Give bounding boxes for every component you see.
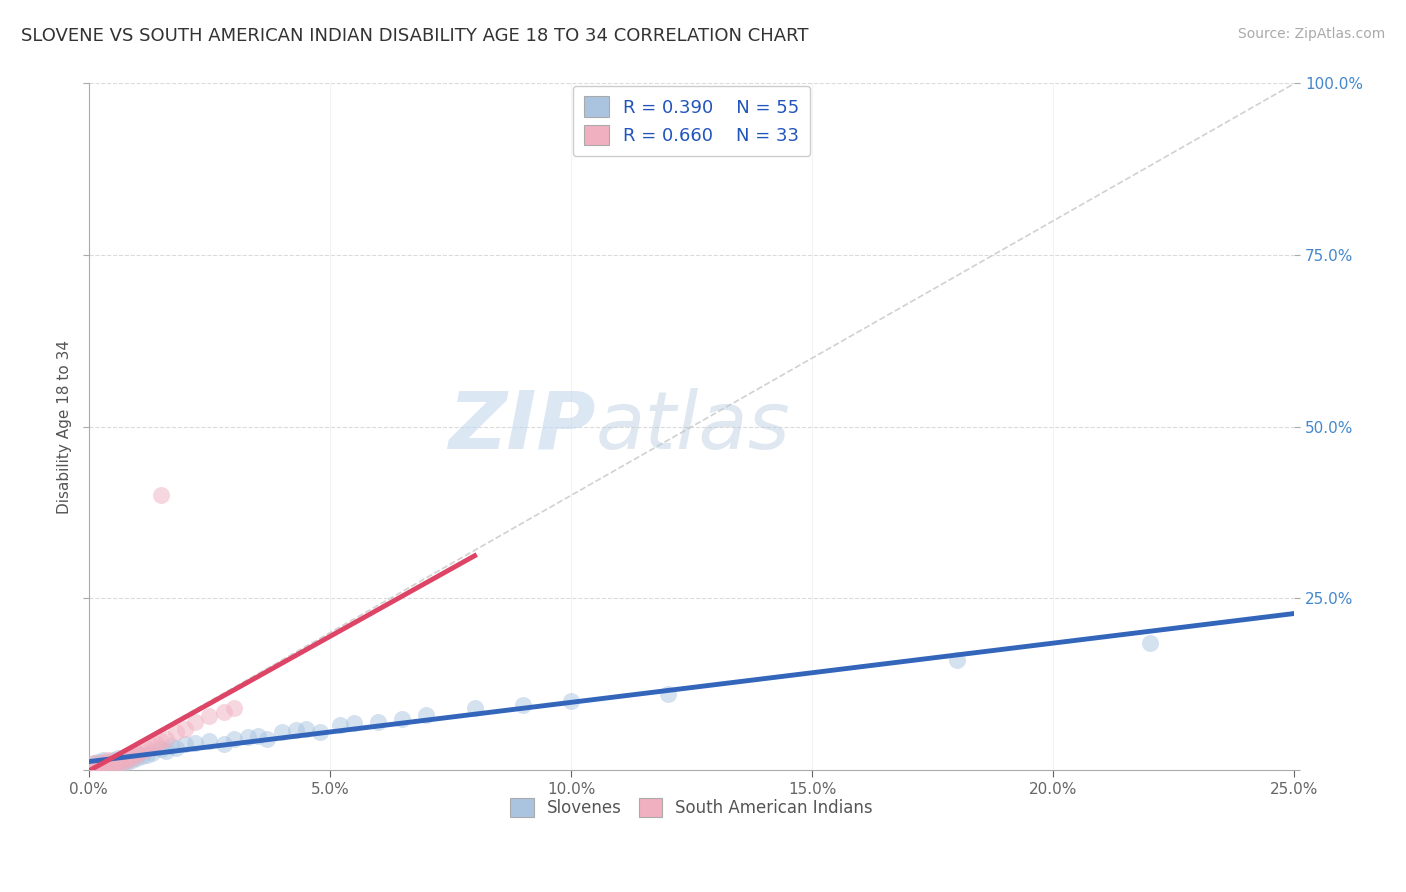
Point: [117, 755, 139, 769]
Point: [464, 701, 486, 715]
Point: [367, 714, 389, 729]
Point: [101, 756, 124, 771]
Point: [111, 756, 134, 771]
Point: [91, 758, 114, 772]
Point: [184, 714, 207, 729]
Point: [512, 698, 534, 712]
Point: [155, 732, 177, 747]
Point: [97, 757, 120, 772]
Point: [87, 761, 110, 775]
Point: [131, 749, 153, 764]
Y-axis label: Disability Age 18 to 34: Disability Age 18 to 34: [58, 340, 72, 514]
Point: [121, 750, 143, 764]
Point: [343, 716, 366, 731]
Point: [256, 732, 278, 747]
Point: [150, 734, 173, 748]
Point: [174, 737, 197, 751]
Point: [117, 753, 139, 767]
Point: [83, 759, 105, 773]
Point: [83, 756, 105, 771]
Point: [125, 746, 148, 760]
Point: [309, 725, 332, 739]
Point: [145, 737, 167, 751]
Point: [222, 701, 245, 715]
Point: [415, 708, 437, 723]
Point: [155, 744, 177, 758]
Point: [107, 753, 129, 767]
Point: [97, 756, 120, 771]
Point: [101, 758, 124, 772]
Point: [270, 725, 292, 739]
Point: [165, 725, 187, 739]
Point: [97, 755, 120, 769]
Point: [101, 753, 124, 767]
Point: [198, 734, 221, 748]
Point: [174, 722, 197, 736]
Point: [125, 747, 148, 762]
Point: [125, 746, 148, 760]
Point: [159, 739, 181, 753]
Point: [101, 759, 124, 773]
Point: [83, 756, 105, 771]
Point: [212, 737, 235, 751]
Text: SLOVENE VS SOUTH AMERICAN INDIAN DISABILITY AGE 18 TO 34 CORRELATION CHART: SLOVENE VS SOUTH AMERICAN INDIAN DISABIL…: [21, 27, 808, 45]
Point: [91, 755, 114, 769]
Point: [141, 746, 163, 760]
Point: [101, 757, 124, 772]
Text: ZIP: ZIP: [449, 388, 595, 466]
Point: [1139, 636, 1161, 650]
Point: [212, 705, 235, 719]
Point: [121, 747, 143, 762]
Point: [111, 753, 134, 767]
Point: [117, 749, 139, 764]
Point: [121, 753, 143, 767]
Point: [236, 730, 259, 744]
Point: [285, 723, 308, 738]
Point: [131, 744, 153, 758]
Point: [107, 757, 129, 772]
Point: [150, 488, 173, 502]
Point: [184, 735, 207, 749]
Point: [141, 739, 163, 753]
Point: [946, 653, 969, 667]
Point: [117, 749, 139, 764]
Point: [135, 742, 157, 756]
Point: [91, 756, 114, 771]
Point: [91, 757, 114, 772]
Point: [101, 755, 124, 769]
Text: Source: ZipAtlas.com: Source: ZipAtlas.com: [1237, 27, 1385, 41]
Point: [329, 718, 352, 732]
Point: [87, 757, 110, 772]
Point: [111, 755, 134, 769]
Point: [87, 755, 110, 769]
Point: [391, 711, 413, 725]
Point: [91, 753, 114, 767]
Point: [198, 709, 221, 723]
Point: [87, 757, 110, 772]
Point: [295, 722, 318, 736]
Point: [111, 750, 134, 764]
Point: [83, 759, 105, 773]
Point: [107, 756, 129, 771]
Text: atlas: atlas: [595, 388, 790, 466]
Legend: Slovenes, South American Indians: Slovenes, South American Indians: [503, 791, 880, 823]
Point: [135, 747, 157, 762]
Point: [97, 759, 120, 773]
Point: [222, 732, 245, 747]
Point: [87, 759, 110, 773]
Point: [165, 741, 187, 756]
Point: [97, 753, 120, 767]
Point: [150, 742, 173, 756]
Point: [125, 750, 148, 764]
Point: [246, 729, 269, 743]
Point: [107, 750, 129, 764]
Point: [657, 688, 679, 702]
Point: [107, 755, 129, 769]
Point: [560, 694, 582, 708]
